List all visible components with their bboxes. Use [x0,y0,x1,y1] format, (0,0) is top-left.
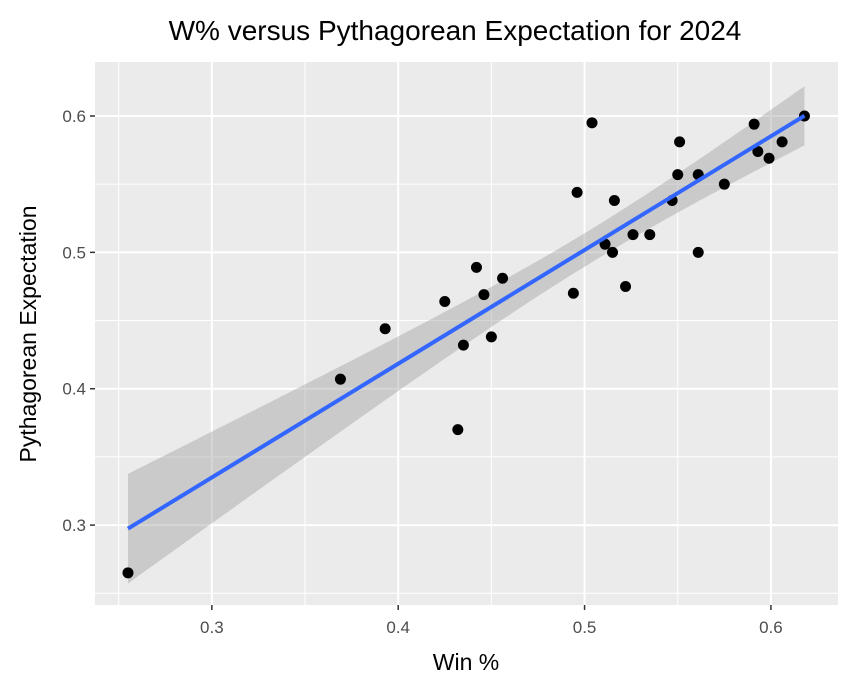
data-point [478,289,490,301]
regression-line [126,114,806,531]
data-point [752,145,764,157]
y-tick-label: 0.5 [62,243,86,262]
axis-ticks: 0.3 0.4 0.5 0.6 0.3 0.4 0.5 0.6 [62,107,782,637]
data-point [748,118,760,130]
data-point [457,339,469,351]
x-tick-label: 0.6 [759,618,783,637]
data-point [608,195,620,207]
data-point [439,295,451,307]
x-tick-label: 0.3 [200,618,224,637]
data-point [452,424,464,436]
y-tick-label: 0.6 [62,107,86,126]
data-point [567,287,579,299]
data-point [763,152,775,164]
data-point [571,186,583,198]
x-tick-label: 0.5 [573,618,597,637]
data-point [586,117,598,129]
chart-title: W% versus Pythagorean Expectation for 20… [169,15,742,46]
data-point [607,246,619,258]
data-point [122,567,134,579]
y-tick-label: 0.4 [62,380,86,399]
data-point [497,272,509,284]
y-axis-label: Pythagorean Expectation [15,205,41,462]
y-tick-label: 0.3 [62,516,86,535]
data-point [692,246,704,258]
data-point [718,178,730,190]
gridlines [95,62,838,605]
data-point [644,229,656,241]
data-point [627,229,639,241]
plot-panel [95,62,838,605]
data-point [776,136,788,148]
data-point [334,373,346,385]
confidence-band [127,86,805,584]
data-point [620,280,632,292]
points [122,110,810,579]
data-point [470,261,482,273]
x-tick-label: 0.4 [386,618,410,637]
data-point [485,331,497,343]
fit-line [126,114,806,531]
data-point [674,136,686,148]
x-axis-label: Win % [433,649,499,675]
data-point [672,169,684,181]
data-point [379,323,391,335]
confidence-band-area [127,86,805,584]
